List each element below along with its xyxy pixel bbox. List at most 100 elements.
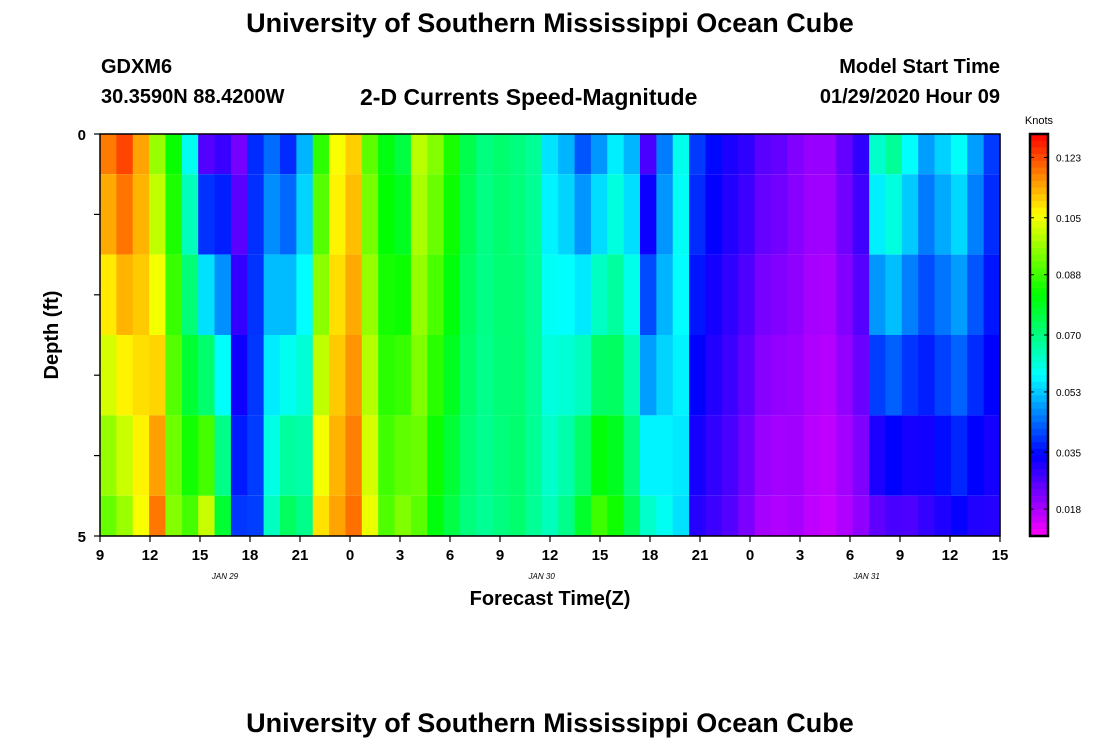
- heatmap-cell: [640, 134, 657, 175]
- heatmap-cell: [230, 174, 248, 255]
- heatmap-cell: [378, 335, 396, 416]
- x-tick-label: 21: [692, 547, 709, 564]
- heatmap-cell: [721, 174, 739, 255]
- colorbar-segment: [1030, 268, 1048, 276]
- heatmap-cell: [214, 495, 232, 536]
- x-tick-label: 9: [496, 547, 504, 564]
- heatmap-cell: [787, 495, 805, 536]
- x-tick-label: 9: [896, 547, 904, 564]
- heatmap-cell: [378, 134, 396, 175]
- heatmap-cell: [770, 254, 788, 335]
- heatmap-cell: [869, 174, 887, 255]
- colorbar-segment: [1030, 160, 1048, 168]
- heatmap-cell: [787, 174, 805, 255]
- colorbar-segment: [1030, 422, 1048, 430]
- heatmap-cell: [869, 335, 887, 416]
- heatmap-cell: [296, 174, 314, 255]
- heatmap-cell: [541, 335, 559, 416]
- heatmap-cell: [918, 134, 936, 175]
- heatmap-cell: [132, 495, 150, 536]
- heatmap-cell: [149, 174, 167, 255]
- colorbar-segment: [1030, 368, 1048, 376]
- heatmap-cell: [492, 174, 510, 255]
- heatmap-cell: [443, 335, 461, 416]
- heatmap-cell: [770, 495, 788, 536]
- colorbar-segment: [1030, 529, 1048, 537]
- colorbar-segment: [1030, 442, 1048, 450]
- colorbar-segment: [1030, 261, 1048, 269]
- heatmap-cell: [607, 415, 625, 496]
- colorbar-segment: [1030, 361, 1048, 369]
- heatmap-cell: [885, 254, 903, 335]
- heatmap-cell: [100, 335, 117, 416]
- colorbar-segment: [1030, 341, 1048, 349]
- heatmap-cell: [901, 495, 919, 536]
- colorbar-segment: [1030, 194, 1048, 202]
- heatmap-cell: [263, 254, 281, 335]
- heatmap-cell: [852, 495, 870, 536]
- colorbar-segment: [1030, 428, 1048, 436]
- colorbar-segment: [1030, 247, 1048, 256]
- x-date-label: JAN 30: [528, 572, 556, 581]
- heatmap-cell: [181, 335, 199, 416]
- heatmap-cell: [460, 335, 477, 416]
- heatmap-cell: [934, 495, 952, 536]
- heatmap-cell: [296, 495, 314, 536]
- heatmap-cell: [427, 495, 445, 536]
- heatmap-cell: [476, 495, 494, 536]
- heatmap-cell: [214, 335, 232, 416]
- heatmap-cell: [672, 174, 690, 255]
- heatmap-cell: [754, 495, 772, 536]
- x-tick-label: 0: [746, 547, 754, 564]
- heatmap-cell: [100, 174, 117, 255]
- heatmap-cell: [640, 415, 657, 496]
- heatmap-cell: [541, 415, 559, 496]
- colorbar-segment: [1030, 187, 1048, 195]
- x-axis-title: Forecast Time(Z): [470, 588, 631, 610]
- colorbar-segment: [1030, 448, 1048, 457]
- heatmap-cell: [280, 495, 297, 536]
- heatmap-cell: [181, 495, 199, 536]
- x-tick-label: 15: [192, 547, 209, 564]
- heatmap-cell: [869, 415, 887, 496]
- heatmap-cell: [492, 335, 510, 416]
- footer-title: University of Southern Mississippi Ocean…: [246, 708, 854, 738]
- heatmap-cell: [296, 254, 314, 335]
- heatmap-cell: [574, 174, 592, 255]
- heatmap-cell: [754, 254, 772, 335]
- heatmap-cell: [787, 254, 805, 335]
- station-coordinates: 30.3590N 88.4200W: [101, 86, 285, 108]
- heatmap-cell: [950, 174, 968, 255]
- heatmap-cell: [427, 134, 445, 175]
- heatmap-cell: [329, 495, 347, 536]
- x-date-label: JAN 29: [211, 572, 239, 581]
- heatmap-cell: [885, 495, 903, 536]
- heatmap-cell: [198, 495, 216, 536]
- y-axis-title: Depth (ft): [41, 291, 63, 380]
- colorbar-segment: [1030, 180, 1048, 189]
- heatmap-cell: [525, 415, 543, 496]
- heatmap-cell: [492, 415, 510, 496]
- heatmap-cell: [280, 174, 297, 255]
- heatmap-cell: [427, 335, 445, 416]
- x-date-label: JAN 31: [853, 572, 880, 581]
- heatmap-cell: [165, 174, 183, 255]
- heatmap-cell: [247, 174, 265, 255]
- heatmap-cell: [247, 415, 265, 496]
- heatmap-cell: [312, 174, 330, 255]
- heatmap-cell: [721, 134, 739, 175]
- colorbar-segment: [1030, 154, 1048, 162]
- heatmap-cell: [672, 415, 690, 496]
- colorbar-segment: [1030, 214, 1048, 222]
- colorbar-segment: [1030, 321, 1048, 329]
- colorbar-segment: [1030, 455, 1048, 463]
- heatmap-cell: [738, 134, 756, 175]
- heatmap-cell: [378, 174, 396, 255]
- heatmap-cell: [787, 335, 805, 416]
- colorbar-segment: [1030, 254, 1048, 262]
- heatmap-cell: [656, 174, 674, 255]
- heatmap-cell: [803, 174, 821, 255]
- colorbar-segment: [1030, 221, 1048, 229]
- heatmap-cell: [983, 495, 1001, 536]
- page-title: University of Southern Mississippi Ocean…: [246, 8, 854, 38]
